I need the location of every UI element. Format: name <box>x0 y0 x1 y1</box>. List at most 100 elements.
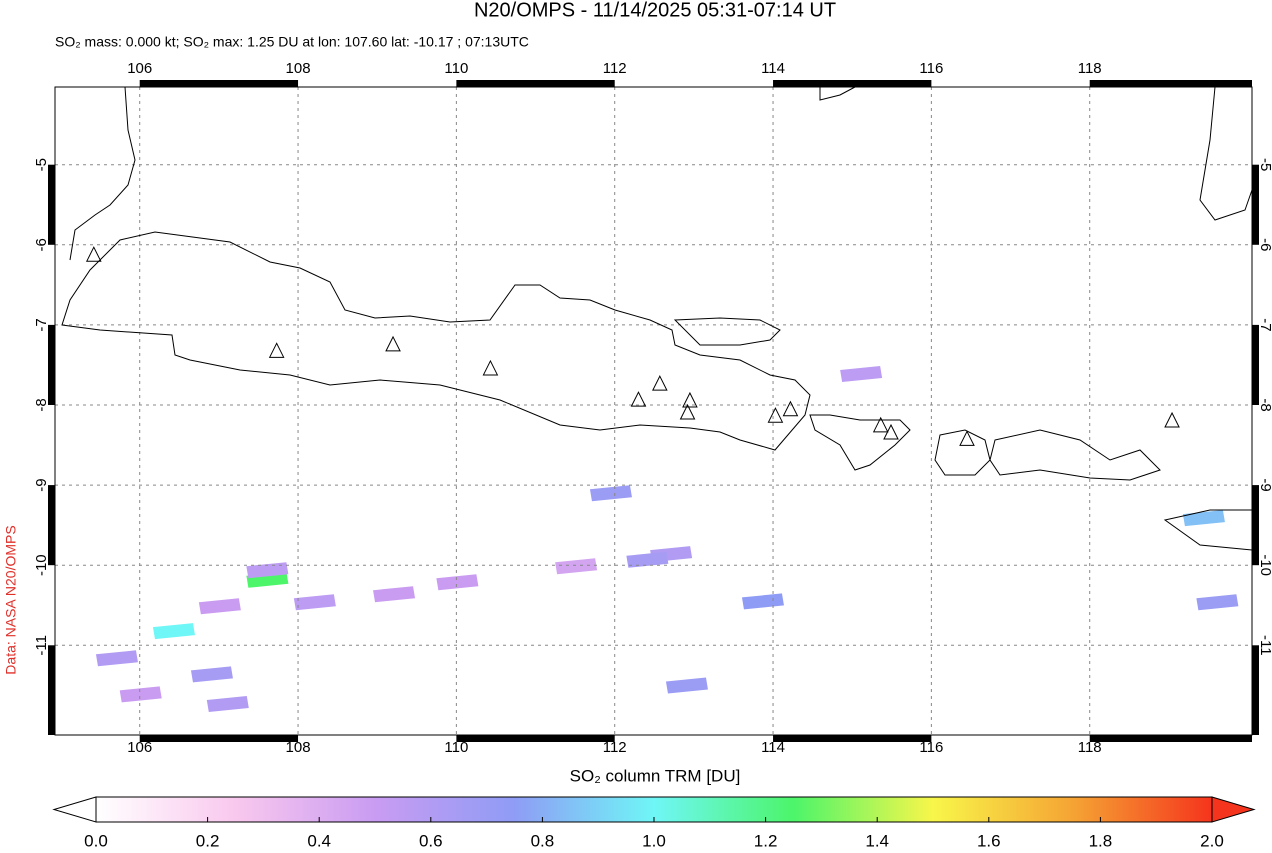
colorbar-tick-label: 0.4 <box>307 831 331 850</box>
colorbar-tick-label: 0.2 <box>196 831 220 850</box>
sumbawa-coast <box>989 429 1161 481</box>
x-tick-label: 114 <box>761 60 785 77</box>
so2-pixel <box>119 686 162 703</box>
colorbar-tick-label: 0.8 <box>531 831 555 850</box>
so2-pixel <box>626 551 669 568</box>
sulawesi-coast <box>1199 86 1253 221</box>
frame-bar <box>48 324 55 405</box>
frame-bar <box>139 735 299 742</box>
colorbar-min-arrow <box>52 796 97 823</box>
colorbar-max-arrow <box>1211 796 1256 823</box>
title: N20/OMPS - 11/14/2025 05:31-07:14 UT <box>474 0 836 21</box>
so2-pixel <box>373 586 416 603</box>
x-tick-label: 110 <box>444 60 468 77</box>
volcano <box>482 359 499 376</box>
frame-bar <box>456 735 615 742</box>
volcano <box>767 407 784 423</box>
volcano <box>782 400 799 417</box>
so2-pixel <box>246 562 289 579</box>
frame-bar <box>773 80 932 87</box>
kalimantan-coast <box>819 86 856 101</box>
y-tick-label: -7 <box>33 318 50 331</box>
frame-bar <box>456 80 615 87</box>
x-tick-label: 110 <box>444 739 468 756</box>
frame-bar <box>48 645 55 735</box>
frame-bar <box>1252 485 1259 566</box>
x-tick-label: 116 <box>919 739 943 756</box>
so2-pixel <box>293 594 336 611</box>
so2-pixel <box>152 623 195 640</box>
frame-bar <box>48 485 55 566</box>
x-tick-label: 112 <box>603 739 627 756</box>
y-tick-label: -8 <box>33 398 50 411</box>
subtitle: SO₂ mass: 0.000 kt; SO₂ max: 1.25 DU at … <box>55 34 529 50</box>
frame-bar <box>773 735 932 742</box>
madura-coast <box>673 317 781 346</box>
sumatra-coast <box>69 86 136 261</box>
x-tick-label: 106 <box>127 60 152 77</box>
y-tick-label: -11 <box>33 635 50 656</box>
colorbar-tick-label: 0.6 <box>419 831 443 850</box>
volcano <box>385 335 401 352</box>
x-tick-label: 118 <box>1078 739 1102 756</box>
so2-pixel <box>1196 594 1239 611</box>
colorbar-tick-label: 0.0 <box>84 831 108 850</box>
so2-pixel <box>198 598 241 615</box>
so2-pixel <box>555 558 598 575</box>
so2-pixel <box>1182 510 1225 527</box>
coastlines <box>61 86 1253 551</box>
y-tick-label: -10 <box>1257 554 1272 576</box>
x-tick-label: 108 <box>286 60 311 77</box>
credit: Data: NASA N20/OMPS <box>3 525 19 674</box>
volcano <box>85 246 102 262</box>
y-tick-label: -9 <box>33 478 50 491</box>
colorbar-tick-label: 2.0 <box>1200 831 1224 850</box>
lombok-coast <box>934 429 991 476</box>
frame-bar <box>139 80 299 87</box>
colorbar-tick-label: 1.6 <box>977 831 1001 850</box>
colorbar-label: SO₂ column TRM [DU] <box>570 766 741 785</box>
so2-pixel <box>206 695 249 712</box>
volcano <box>682 391 698 408</box>
so2-pixel <box>436 574 479 591</box>
sumba-coast <box>1163 509 1253 551</box>
y-tick-label: -6 <box>1257 238 1272 251</box>
x-tick-label: 112 <box>603 60 627 77</box>
volcano <box>959 430 975 446</box>
bali-coast <box>809 414 911 471</box>
so2-pixel <box>190 666 233 683</box>
so2-pixel <box>840 365 883 382</box>
map-frame <box>54 86 1253 736</box>
y-tick-label: -8 <box>1257 398 1272 411</box>
y-tick-label: -6 <box>33 238 50 251</box>
frame-bar <box>1252 645 1259 735</box>
volcano <box>630 391 647 407</box>
so2-pixel <box>665 677 708 694</box>
x-tick-label: 114 <box>761 739 785 756</box>
java-coast <box>61 231 811 451</box>
y-tick-label: -9 <box>1257 478 1272 491</box>
colorbar-tick-label: 1.0 <box>642 831 666 850</box>
x-tick-label: 116 <box>919 60 943 77</box>
so2-pixel <box>741 593 784 610</box>
so2-pixel <box>95 650 138 667</box>
x-tick-label: 108 <box>286 739 311 756</box>
volcano <box>872 416 889 433</box>
y-tick-label: -5 <box>1257 158 1272 171</box>
volcano <box>652 375 668 391</box>
map: 106 106 108 108 110 110 112 112 114 114 116 116 118 1… <box>33 60 1272 756</box>
x-tick-label: 118 <box>1078 60 1102 77</box>
frame-bar <box>1252 324 1259 405</box>
y-tick-label: -10 <box>33 554 50 576</box>
colorbar-tick-label: 1.4 <box>865 831 889 850</box>
x-tick-label: 106 <box>127 739 152 756</box>
colorbar-tick-label: 1.8 <box>1089 831 1113 850</box>
colorbar: 0.0 0.2 0.4 0.6 0.8 1.0 1.2 1.4 1.6 1.8 2.0 SO₂ col… <box>52 766 1256 850</box>
y-tick-label: -5 <box>33 158 50 171</box>
y-tick-label: -11 <box>1257 635 1272 656</box>
volcano <box>883 423 899 440</box>
so2-pixel <box>589 485 632 502</box>
